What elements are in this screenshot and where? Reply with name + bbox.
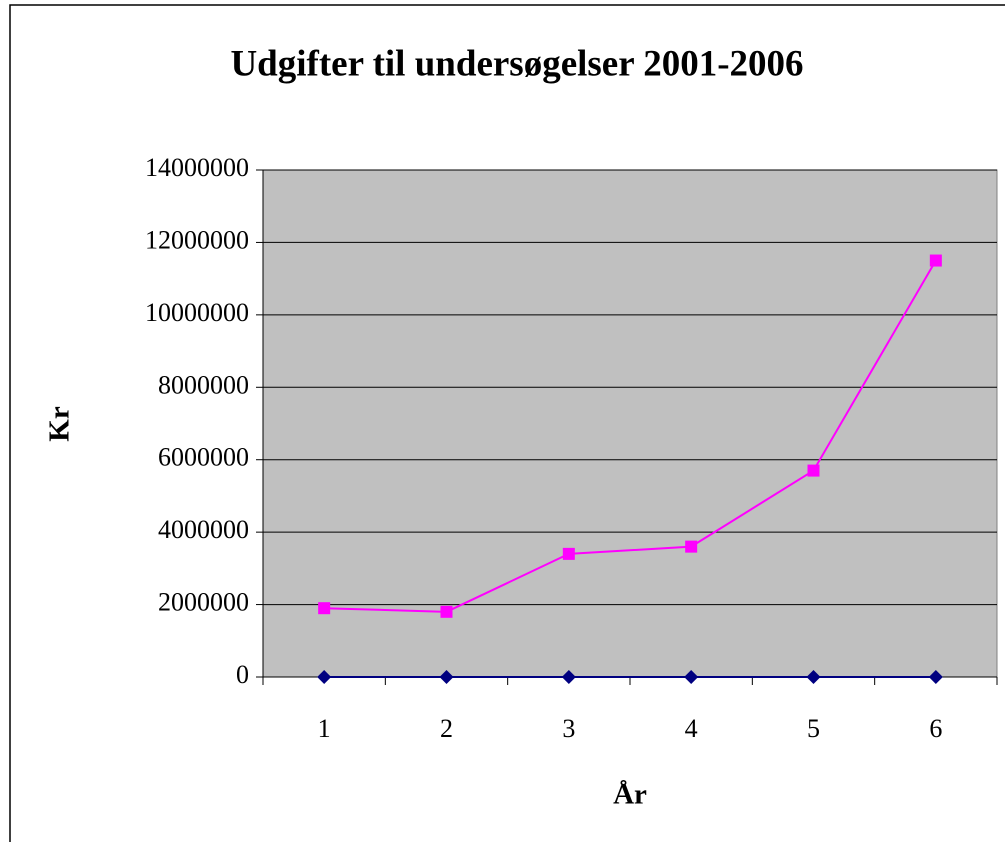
x-tick-label: 5 [807,714,820,743]
marker [318,602,331,615]
y-axis-label: Kr [44,406,76,442]
y-tick-label: 8000000 [158,370,249,399]
marker [807,464,820,477]
marker [929,254,942,267]
chart-title: Udgifter til undersøgelser 2001-2006 [230,43,803,84]
y-tick-label: 10000000 [145,298,249,327]
x-tick-label: 1 [318,714,331,743]
y-tick-label: 0 [236,660,249,689]
marker [562,547,575,560]
marker [806,670,821,684]
x-tick-label: 6 [929,714,942,743]
y-tick-label: 12000000 [145,225,249,254]
y-tick-label: 14000000 [145,153,249,182]
y-tick-label: 4000000 [158,515,249,544]
x-tick-label: 2 [440,714,453,743]
x-axis-label: År [613,779,647,811]
y-tick-label: 6000000 [158,443,249,472]
x-tick-label: 3 [562,714,575,743]
marker [684,670,699,684]
y-tick-label: 2000000 [158,588,249,617]
plot-area [262,169,998,678]
marker [317,670,332,684]
x-tick-label: 4 [685,714,698,743]
series-line [324,260,937,613]
marker [685,540,698,553]
marker [440,605,453,618]
marker [561,670,576,684]
marker [439,670,454,684]
marker [928,670,943,684]
